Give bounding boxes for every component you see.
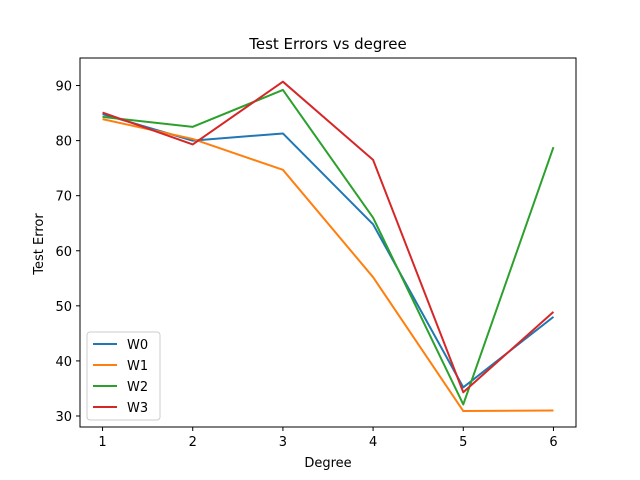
- legend-label-w2: W2: [127, 380, 148, 395]
- plot-frame: [79, 57, 577, 428]
- legend-box: [86, 331, 161, 421]
- chart-title: Test Errors vs degree: [248, 35, 406, 53]
- legend-label-w1: W1: [127, 359, 148, 374]
- series-lines: [102, 80, 555, 413]
- legend-label-w3: W3: [127, 401, 148, 416]
- y-tick-label: 40: [55, 355, 72, 370]
- x-tick-label: 6: [549, 435, 557, 450]
- x-tick-label: 5: [459, 435, 467, 450]
- y-axis-ticks: 30 40 50 60 70 80 90: [55, 80, 80, 425]
- legend: W0 W1 W2 W3: [86, 331, 161, 421]
- y-tick-label: 50: [55, 300, 72, 315]
- y-tick-label: 70: [55, 190, 72, 205]
- y-tick-label: 80: [55, 135, 72, 150]
- series-line-w1: [102, 118, 554, 413]
- x-axis-ticks: 1 2 3 4 5 6: [98, 427, 558, 450]
- y-tick-label: 30: [55, 410, 72, 425]
- x-tick-label: 2: [189, 435, 197, 450]
- y-tick-label: 90: [55, 80, 72, 95]
- plot-area: [79, 57, 577, 428]
- legend-label-w0: W0: [127, 338, 148, 353]
- x-tick-label: 1: [98, 435, 106, 450]
- series-line-w2: [102, 88, 555, 406]
- x-tick-label: 3: [279, 435, 287, 450]
- series-line-w3: [102, 80, 555, 394]
- y-axis-label: Test Error: [32, 213, 47, 276]
- x-axis-label: Degree: [304, 456, 351, 471]
- x-tick-label: 4: [369, 435, 377, 450]
- y-tick-label: 60: [55, 245, 72, 260]
